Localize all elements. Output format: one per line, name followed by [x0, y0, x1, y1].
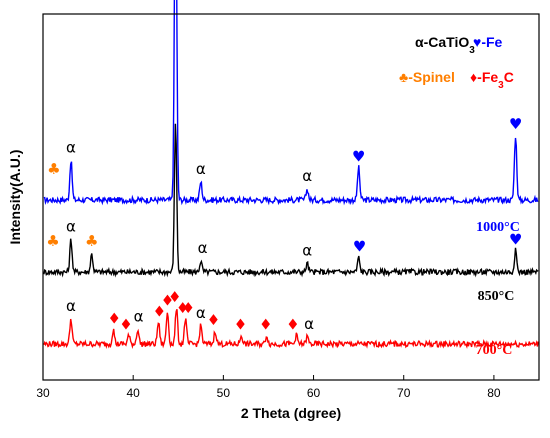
peak-marker: ♦ — [108, 310, 121, 328]
series-label: 850°C — [478, 289, 515, 304]
y-axis-title: Intensity(A.U.) — [7, 150, 23, 245]
peak-marker: α — [66, 218, 76, 236]
legend: α-CaTiO3♥-Fe ♣-Spinel ♦-Fe3C — [399, 34, 514, 91]
peak-marker: α — [304, 315, 314, 333]
series-label: 700°C — [476, 343, 513, 358]
x-tick-label: 80 — [487, 386, 501, 400]
peak-marker: ♥ — [509, 230, 522, 248]
plot-frame — [42, 13, 540, 381]
plot-area: α♥αα♥♥♣1000°C♣α♣αα♥♥850°Cα♦♦α♦♦♦♦♦α♦♦♦♦α… — [43, 0, 539, 358]
peak-marker: α — [66, 138, 76, 156]
peak-marker: ♦ — [161, 292, 174, 310]
peak-marker: α — [198, 239, 208, 257]
legend-entry: ♣-Spinel — [399, 69, 455, 85]
series-line — [43, 123, 539, 278]
peak-marker: ♦ — [259, 315, 272, 333]
x-tick-label: 70 — [397, 386, 411, 400]
peak-marker: ♦ — [286, 315, 299, 333]
x-tick-label: 40 — [127, 386, 141, 400]
peak-marker: ♣ — [47, 160, 60, 178]
peak-marker: ♥ — [509, 115, 522, 133]
legend-entry: α-CaTiO3 — [415, 34, 475, 56]
peak-marker: α — [302, 167, 312, 185]
peak-marker: α — [302, 241, 312, 259]
x-tick-label: 50 — [217, 386, 231, 400]
peak-marker: α — [66, 297, 76, 315]
peak-marker: ♣ — [46, 232, 59, 250]
peak-marker: α — [134, 308, 144, 326]
legend-entry: ♦-Fe3C — [470, 69, 514, 91]
peak-marker: ♣ — [85, 232, 98, 250]
peak-marker: ♥ — [353, 238, 366, 256]
x-tick-label: 60 — [307, 386, 321, 400]
peak-marker: ♦ — [234, 315, 247, 333]
x-axis: 30 40 50 60 70 80 — [36, 375, 501, 400]
peak-marker: α — [196, 160, 206, 178]
peak-marker: ♦ — [168, 288, 181, 306]
peak-marker: ♦ — [207, 311, 220, 329]
peak-marker: ♥ — [352, 148, 365, 166]
peak-marker: ♦ — [119, 315, 132, 333]
x-axis-title: 2 Theta (dgree) — [241, 405, 341, 421]
x-tick-label: 30 — [36, 386, 50, 400]
series-line — [43, 0, 539, 206]
peak-marker: ♦ — [153, 302, 166, 320]
peak-marker: α — [196, 304, 206, 322]
series-line — [43, 309, 539, 350]
peak-marker: ♦ — [181, 299, 194, 317]
series-label: 1000°C — [476, 220, 520, 235]
legend-entry: ♥-Fe — [473, 34, 503, 50]
peak-marker: ♦ — [176, 299, 189, 317]
